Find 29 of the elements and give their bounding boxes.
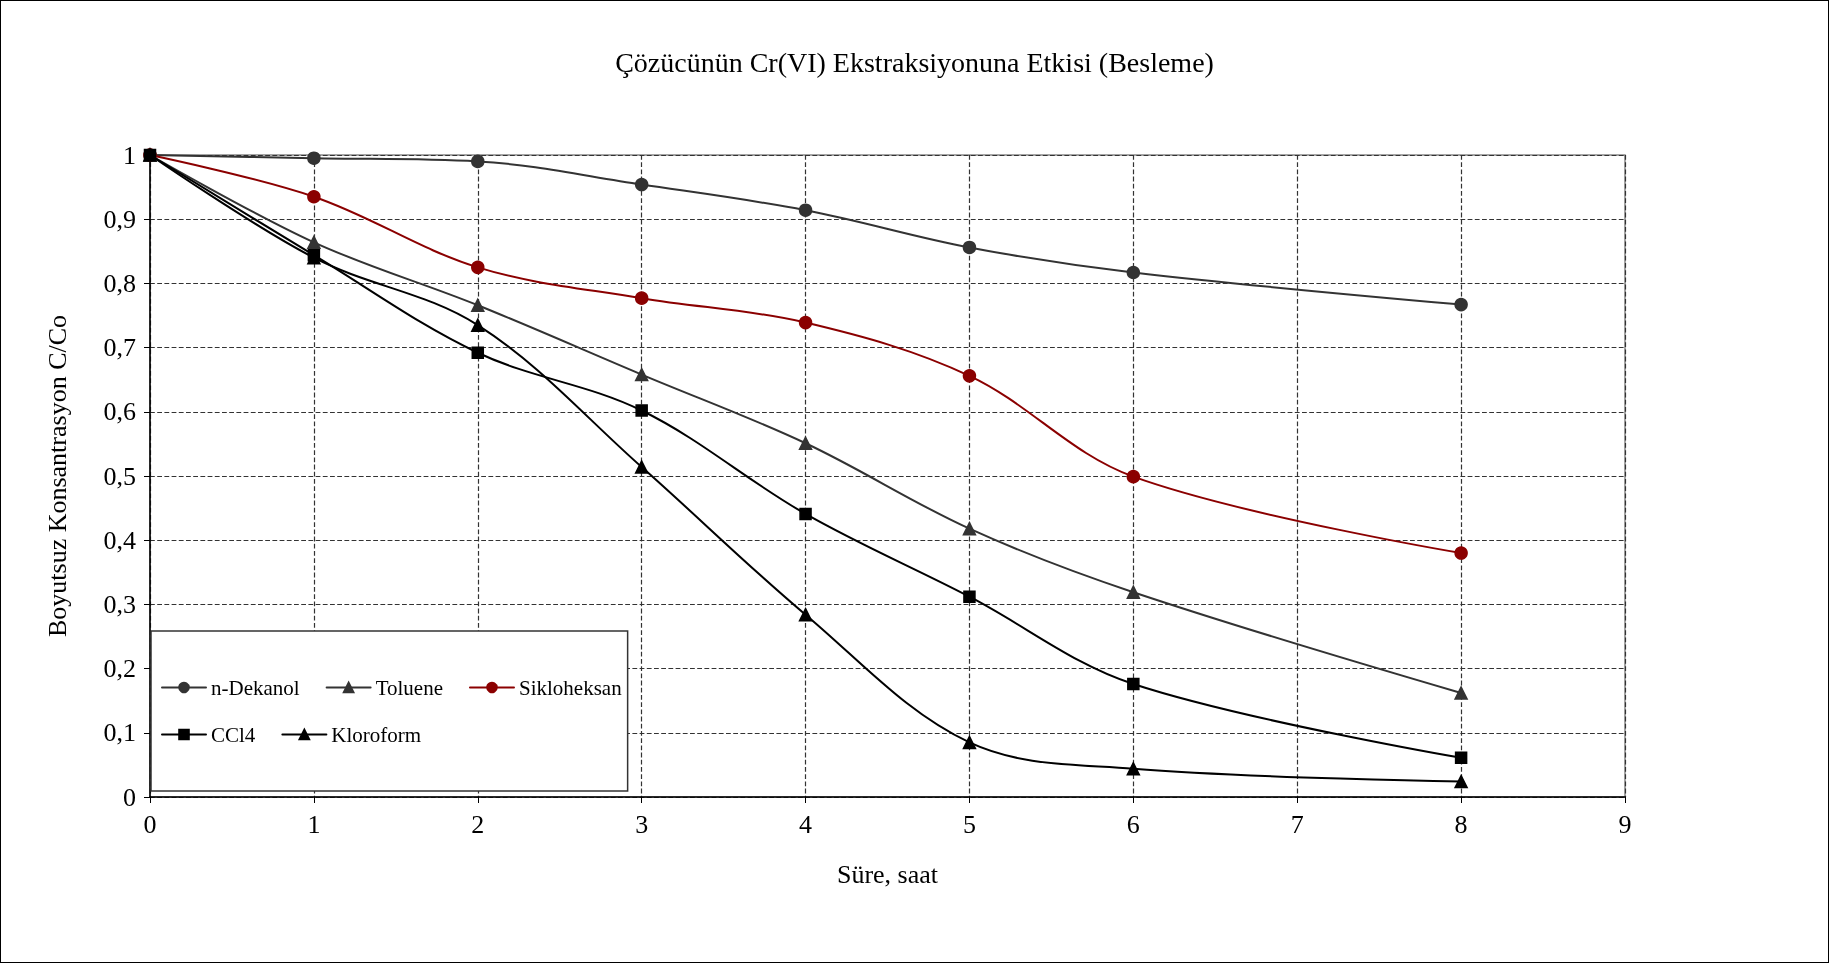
y-tick-label: 0,9: [103, 204, 136, 234]
y-tick-label: 0: [123, 782, 136, 812]
x-tick-label: 0: [143, 809, 157, 839]
x-tick-label: 9: [1618, 809, 1632, 839]
x-axis-title: Süre, saat: [836, 859, 939, 889]
legend-label: Toluene: [375, 675, 443, 700]
chart-title: Çözücünün Cr(VI) Ekstraksiyonuna Etkisi (Besleme): [615, 46, 1214, 78]
y-tick-label: 0,2: [103, 654, 136, 684]
y-tick-label: 0,4: [103, 525, 136, 555]
x-tick-label: 3: [635, 809, 649, 839]
y-tick-label: 0,5: [103, 461, 136, 491]
legend-label: Sikloheksan: [518, 675, 623, 700]
y-tick-label: 0,8: [103, 268, 136, 298]
x-tick-label: 5: [962, 809, 976, 839]
y-axis-title: Boyutsuz Konsantrasyon C/Co: [42, 314, 72, 638]
x-tick-label: 1: [307, 809, 321, 839]
y-tick-label: 0,1: [103, 718, 136, 748]
x-tick-label: 2: [471, 809, 485, 839]
y-tick-label: 0,3: [103, 589, 136, 619]
y-tick-label: 0,7: [103, 333, 136, 363]
y-tick-label: 1: [123, 140, 136, 170]
legend-label: CCl4: [211, 722, 256, 747]
legend-label: Kloroform: [331, 722, 422, 747]
legend-label: n-Dekanol: [211, 675, 300, 700]
x-tick-label: 6: [1126, 809, 1140, 839]
x-tick-label: 4: [799, 809, 813, 839]
x-tick-label: 8: [1454, 809, 1468, 839]
x-tick-label: 7: [1290, 809, 1304, 839]
y-tick-label: 0,6: [103, 397, 136, 427]
